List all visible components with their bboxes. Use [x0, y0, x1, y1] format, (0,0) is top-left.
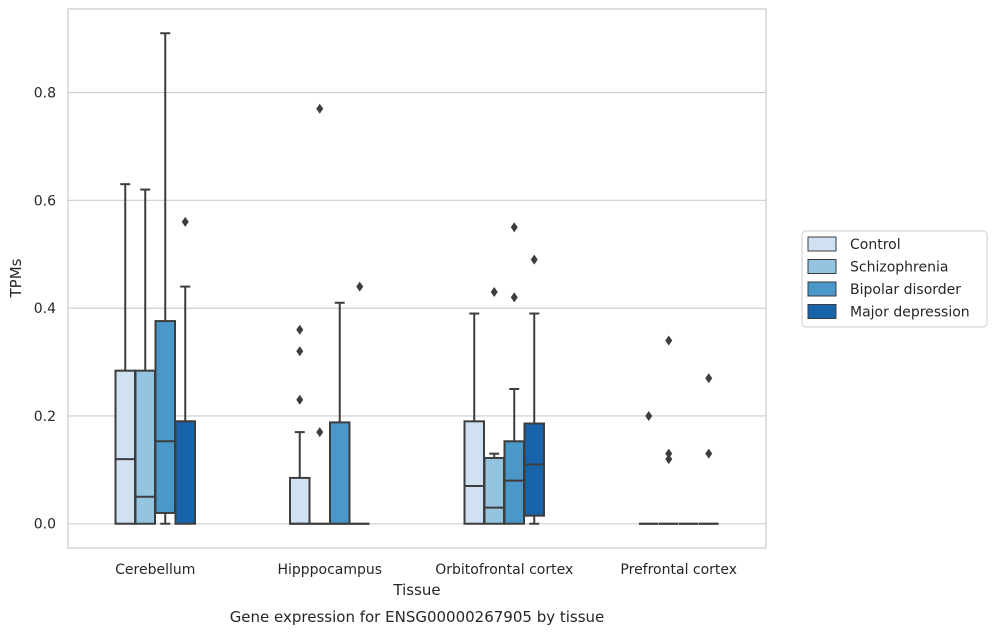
plot-frame — [67, 8, 767, 549]
outlier-point — [510, 222, 518, 233]
box-body — [523, 422, 545, 517]
x-tick-label: Cerebellum — [115, 562, 195, 578]
y-tick-label: 0.6 — [34, 193, 56, 209]
outlier-point — [665, 448, 673, 459]
legend: Control Schizophrenia Bipolar disorder Majo… — [801, 230, 988, 328]
y-tick-label: 0.4 — [34, 301, 56, 317]
boxes — [114, 32, 719, 525]
outlier-point — [316, 103, 324, 114]
legend-swatch — [807, 259, 837, 274]
x-tick-label: Prefrontal cortex — [620, 562, 737, 578]
box-body — [503, 440, 525, 525]
y-tick-label: 0.0 — [34, 517, 56, 533]
legend-swatch — [807, 236, 837, 252]
box-body — [289, 476, 311, 525]
outlier-point — [705, 448, 713, 459]
y-tick-label: 0.2 — [34, 409, 56, 425]
box — [350, 281, 370, 525]
outlier-point — [316, 427, 324, 438]
legend-frame — [801, 230, 988, 328]
x-axis-title: Tissue — [392, 581, 440, 599]
box — [329, 301, 351, 525]
outlier-point — [705, 373, 713, 384]
outlier-point — [665, 335, 673, 346]
outlier-point — [296, 346, 304, 357]
x-tick-label: Hipppocampus — [277, 562, 382, 578]
outlier-point — [510, 292, 518, 303]
box — [699, 373, 719, 525]
x-tick-label: Orbitofrontal cortex — [435, 562, 573, 578]
box-body — [174, 420, 196, 525]
outlier-point — [490, 286, 498, 297]
y-axis-title: TPMs — [7, 258, 25, 298]
box — [154, 32, 176, 525]
legend-label: Schizophrenia — [850, 260, 948, 276]
box — [310, 103, 330, 525]
outlier-point — [530, 254, 538, 265]
outlier-point — [665, 454, 673, 465]
box — [639, 410, 659, 525]
box-body — [483, 456, 505, 525]
box — [483, 286, 505, 525]
box — [289, 324, 311, 525]
box-body — [114, 369, 136, 525]
outlier-point — [645, 410, 653, 421]
box — [463, 312, 485, 525]
box-body — [329, 421, 351, 525]
chart-caption: Gene expression for ENSG00000267905 by t… — [230, 608, 605, 626]
box-body — [463, 420, 485, 525]
outlier-point — [296, 324, 304, 335]
box — [114, 183, 136, 525]
legend-label: Major depression — [850, 305, 970, 321]
legend-label: Bipolar disorder — [850, 282, 961, 298]
box-body — [154, 320, 176, 514]
y-tick-labels: 0.0 0.2 0.4 0.6 0.8 — [34, 86, 56, 533]
outlier-point — [356, 281, 364, 292]
box — [503, 222, 525, 525]
box — [659, 335, 679, 525]
x-tick-labels: Cerebellum Hipppocampus Orbitofrontal cort… — [115, 562, 737, 578]
y-tick-label: 0.8 — [34, 86, 56, 102]
box — [523, 254, 545, 525]
box-body — [134, 369, 156, 525]
outlier-point — [181, 216, 189, 227]
box — [174, 216, 196, 525]
legend-label: Control — [850, 237, 901, 253]
outlier-point — [296, 394, 304, 405]
legend-swatch — [807, 281, 837, 297]
legend-swatch — [807, 304, 837, 319]
